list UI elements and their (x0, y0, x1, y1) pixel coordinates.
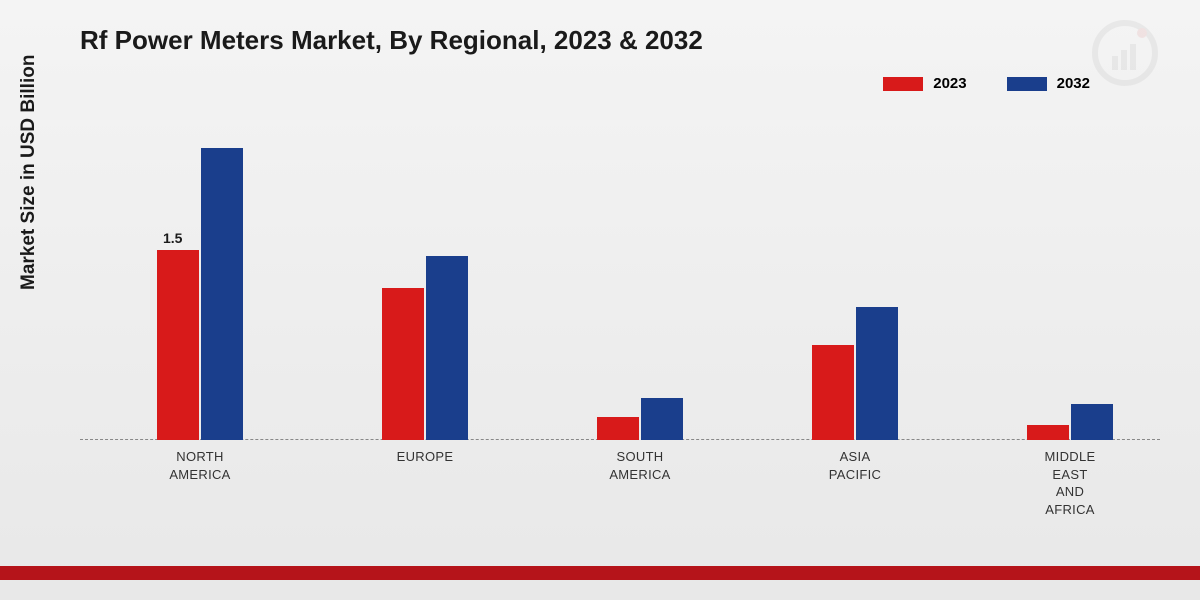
legend-label-2032: 2032 (1057, 75, 1090, 92)
bar-2023 (812, 345, 854, 440)
bar-group (382, 256, 468, 440)
bar-2023 (1027, 425, 1069, 440)
bar-2023 (597, 417, 639, 440)
bar-group (1027, 404, 1113, 440)
bar-group (812, 307, 898, 440)
footer-accent-bar (0, 566, 1200, 580)
legend-item-2032: 2032 (1007, 75, 1090, 92)
bar-group (597, 398, 683, 440)
bar-2023 (157, 250, 199, 440)
x-tick-label: NORTHAMERICA (169, 448, 230, 483)
x-tick-label: ASIAPACIFIC (829, 448, 881, 483)
bar-2032 (856, 307, 898, 440)
x-tick-label: MIDDLEEASTANDAFRICA (1045, 448, 1096, 518)
y-axis-label: Market Size in USD Billion (18, 55, 40, 290)
watermark-logo (1090, 18, 1160, 88)
bar-2032 (1071, 404, 1113, 440)
x-tick-label: SOUTHAMERICA (609, 448, 670, 483)
legend-label-2023: 2023 (933, 75, 966, 92)
legend: 2023 2032 (883, 75, 1090, 92)
legend-swatch-2023 (883, 77, 923, 91)
plot-area: 1.5 (80, 110, 1160, 440)
bar-group: 1.5 (157, 148, 243, 440)
legend-swatch-2032 (1007, 77, 1047, 91)
chart-title: Rf Power Meters Market, By Regional, 202… (80, 25, 703, 56)
bar-2023 (382, 288, 424, 440)
x-axis-labels: NORTHAMERICA EUROPE SOUTHAMERICA ASIAPACIFI… (80, 448, 1160, 548)
bar-2032 (201, 148, 243, 440)
bar-2032 (641, 398, 683, 440)
legend-item-2023: 2023 (883, 75, 966, 92)
bar-value-label: 1.5 (163, 230, 182, 246)
x-tick-label: EUROPE (397, 448, 454, 466)
bar-2032 (426, 256, 468, 440)
